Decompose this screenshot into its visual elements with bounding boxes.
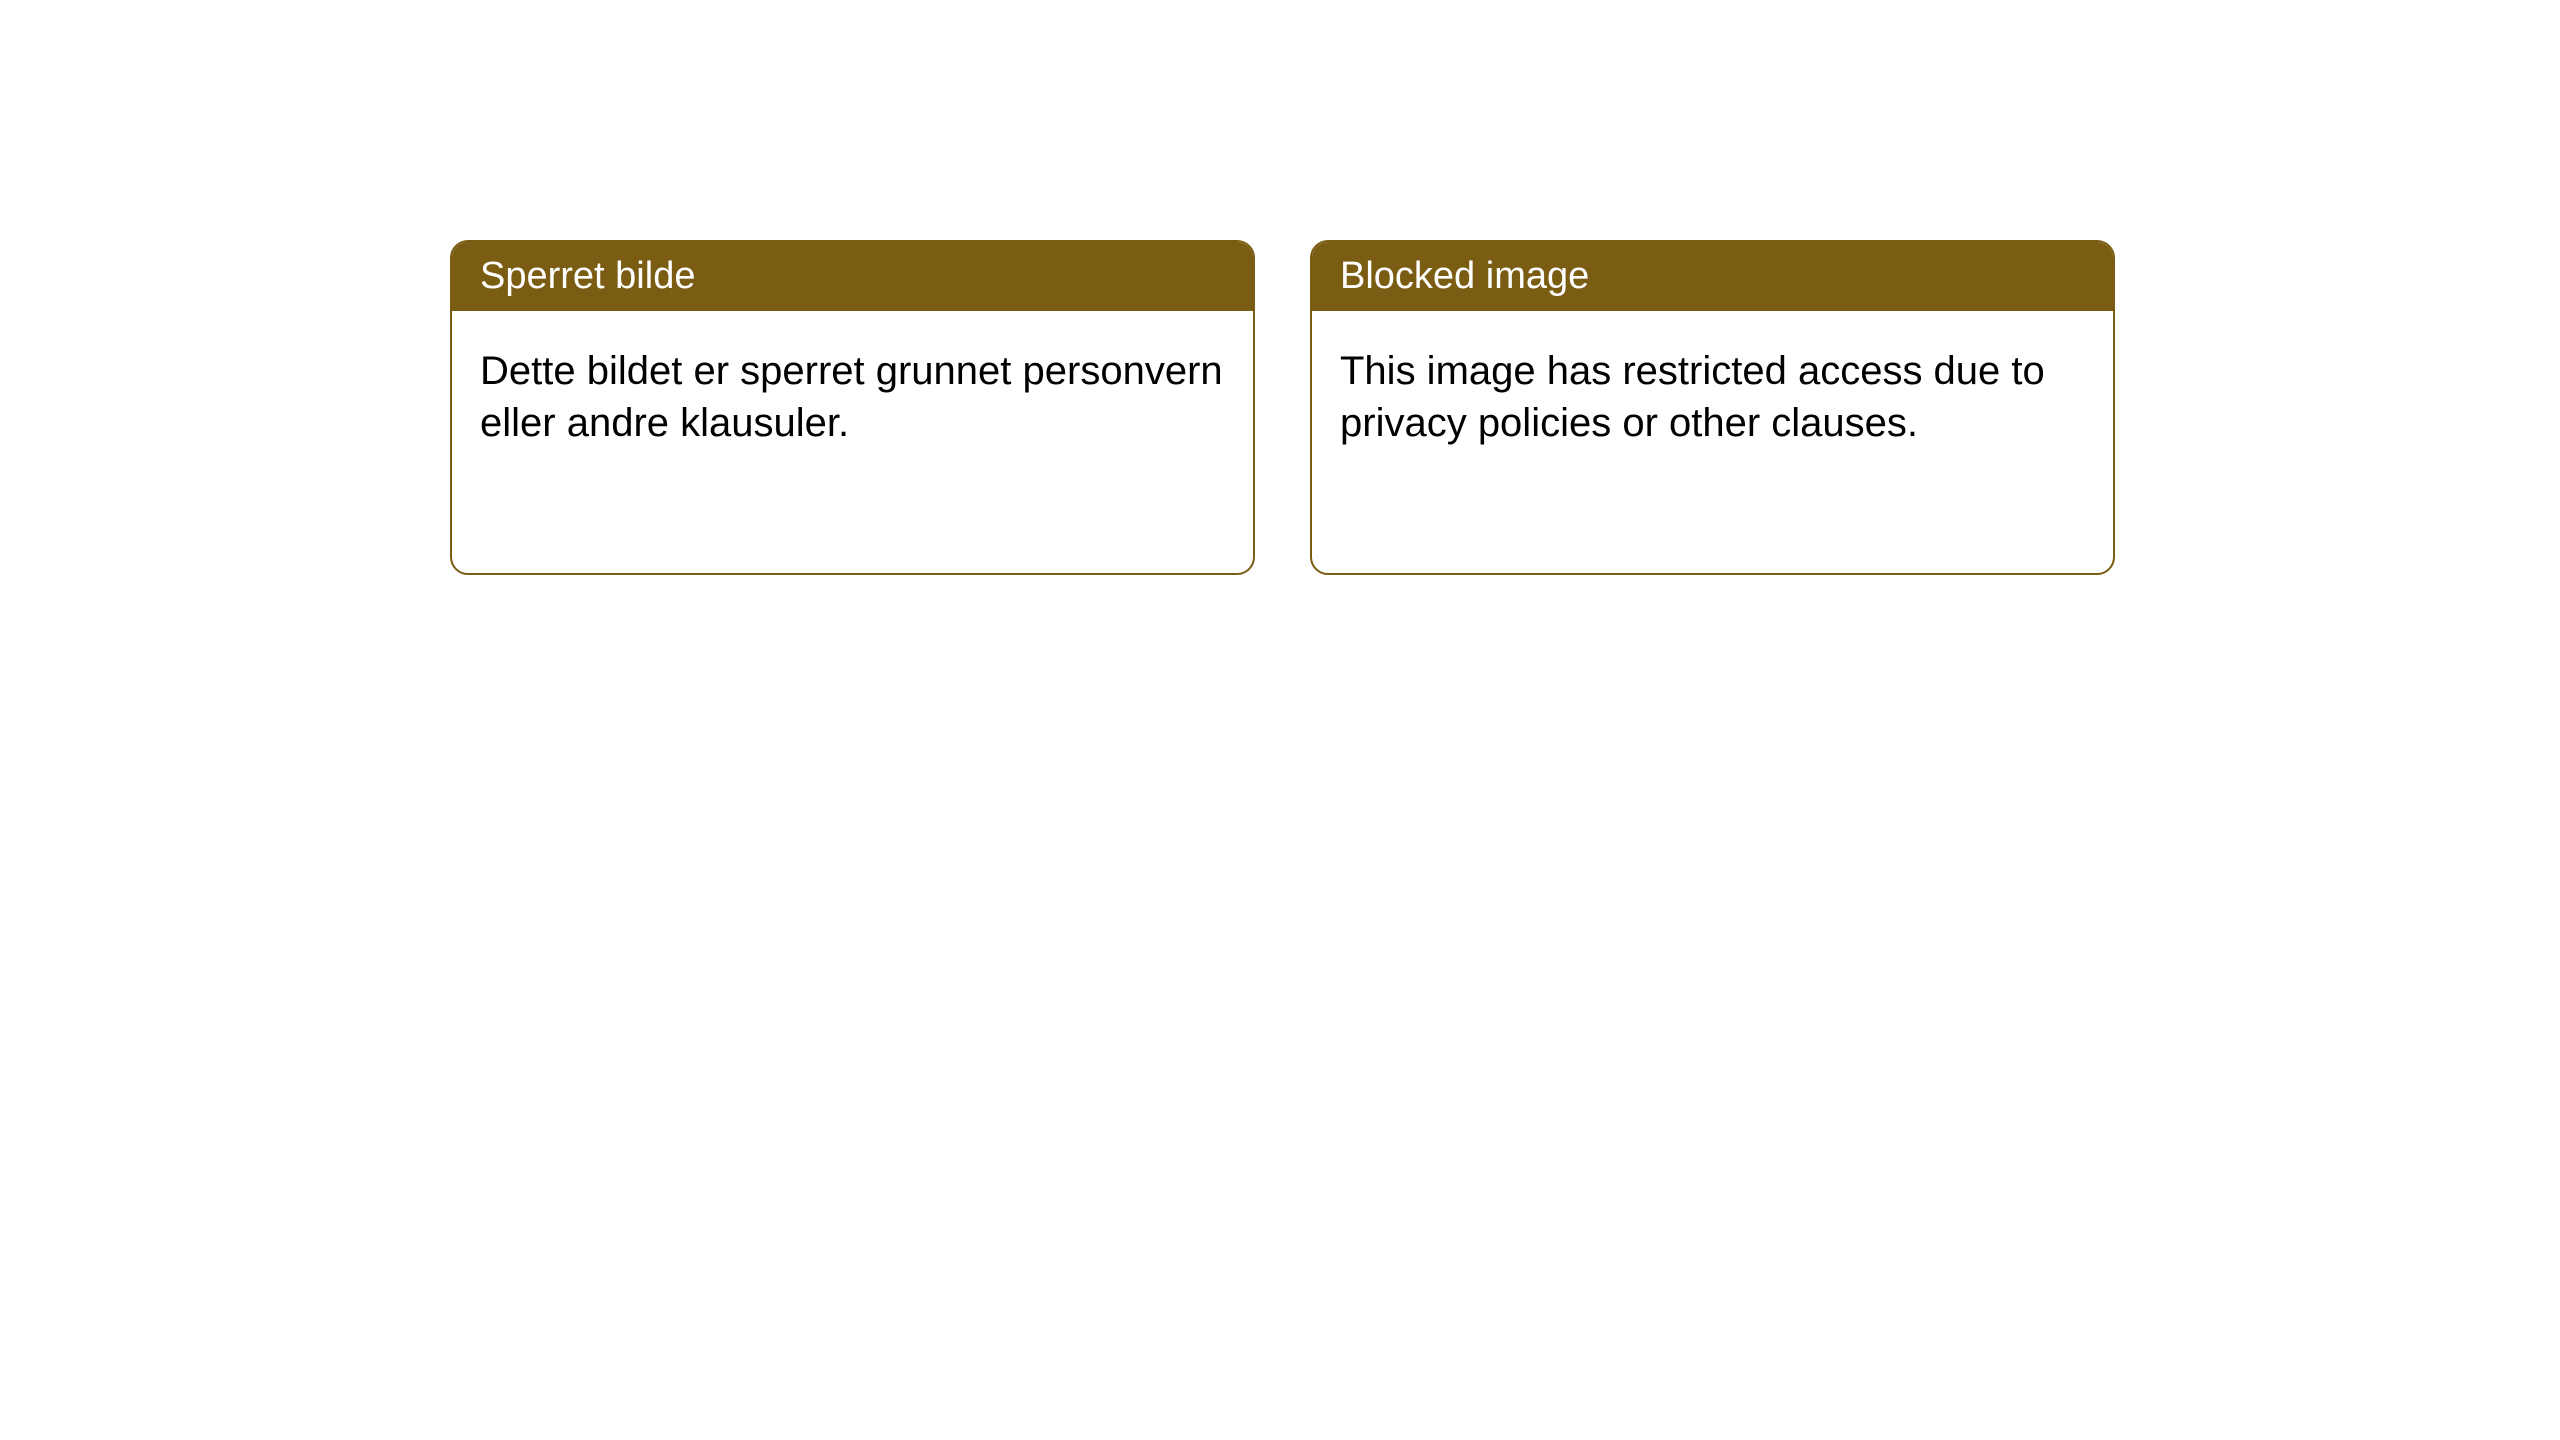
notice-container: Sperret bilde Dette bildet er sperret gr… bbox=[0, 0, 2560, 575]
notice-card-norwegian: Sperret bilde Dette bildet er sperret gr… bbox=[450, 240, 1255, 575]
notice-header: Sperret bilde bbox=[452, 242, 1253, 311]
notice-card-english: Blocked image This image has restricted … bbox=[1310, 240, 2115, 575]
notice-header: Blocked image bbox=[1312, 242, 2113, 311]
notice-body: This image has restricted access due to … bbox=[1312, 311, 2113, 483]
notice-title: Sperret bilde bbox=[480, 255, 695, 297]
notice-message: Dette bildet er sperret grunnet personve… bbox=[480, 349, 1223, 445]
notice-message: This image has restricted access due to … bbox=[1340, 349, 2045, 445]
notice-title: Blocked image bbox=[1340, 255, 1589, 297]
notice-body: Dette bildet er sperret grunnet personve… bbox=[452, 311, 1253, 483]
